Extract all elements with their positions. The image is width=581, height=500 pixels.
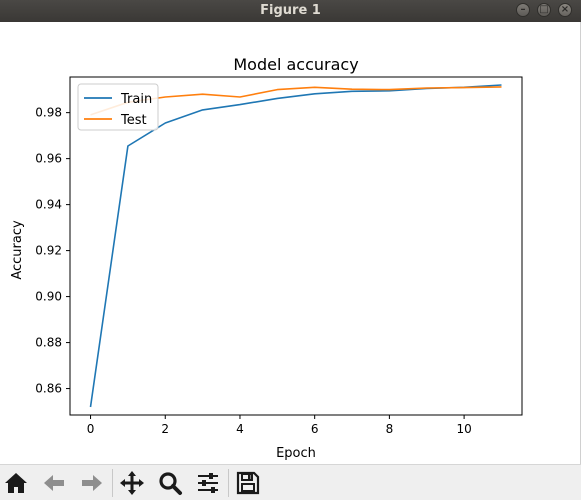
y-tick-label: 0.92 — [35, 244, 62, 258]
x-axis-label: Epoch — [276, 446, 316, 461]
x-tick-label: 2 — [161, 422, 169, 436]
figure-canvas: Model accuracy 0 2 4 6 8 10 0.86 0.88 0.90 0.92 0.… — [0, 22, 581, 464]
accuracy-chart: Model accuracy 0 2 4 6 8 10 0.86 0.88 0.90 0.92 0.… — [10, 55, 523, 461]
legend-label-train: Train — [120, 92, 152, 107]
save-floppy-icon[interactable] — [234, 469, 262, 497]
x-tick-label: 8 — [386, 422, 394, 436]
home-icon[interactable] — [2, 469, 30, 497]
forward-arrow-icon[interactable] — [78, 469, 106, 497]
minimize-window-button[interactable]: – — [516, 3, 530, 17]
window-title: Figure 1 — [260, 3, 321, 18]
chart-title: Model accuracy — [233, 55, 358, 74]
window-titlebar: – □ × Figure 1 — [0, 0, 581, 22]
x-tick-label: 10 — [456, 422, 471, 436]
legend-label-test: Test — [120, 113, 147, 128]
y-axis-label: Accuracy — [10, 220, 25, 280]
y-tick-label: 0.94 — [35, 198, 62, 212]
x-tick-label: 4 — [236, 422, 244, 436]
plot-frame — [69, 76, 523, 416]
y-tick-label: 0.98 — [35, 106, 62, 120]
y-tick-label: 0.96 — [35, 152, 62, 166]
back-arrow-icon[interactable] — [40, 469, 68, 497]
subplots-config-icon[interactable] — [194, 469, 222, 497]
x-tick-label: 0 — [87, 422, 95, 436]
series-line-train — [89, 84, 502, 408]
navigation-toolbar — [0, 464, 581, 500]
y-tick-label: 0.90 — [35, 290, 62, 304]
pan-move-icon[interactable] — [118, 469, 146, 497]
maximize-window-button[interactable]: □ — [537, 3, 551, 17]
series-line-test — [90, 86, 502, 116]
toolbar-separator — [112, 469, 113, 497]
x-tick-label: 6 — [311, 422, 319, 436]
close-window-button[interactable]: × — [558, 3, 572, 17]
y-tick-label: 0.86 — [35, 382, 62, 396]
toolbar-separator — [228, 469, 229, 497]
y-tick-label: 0.88 — [35, 336, 62, 350]
zoom-magnifier-icon[interactable] — [156, 469, 184, 497]
